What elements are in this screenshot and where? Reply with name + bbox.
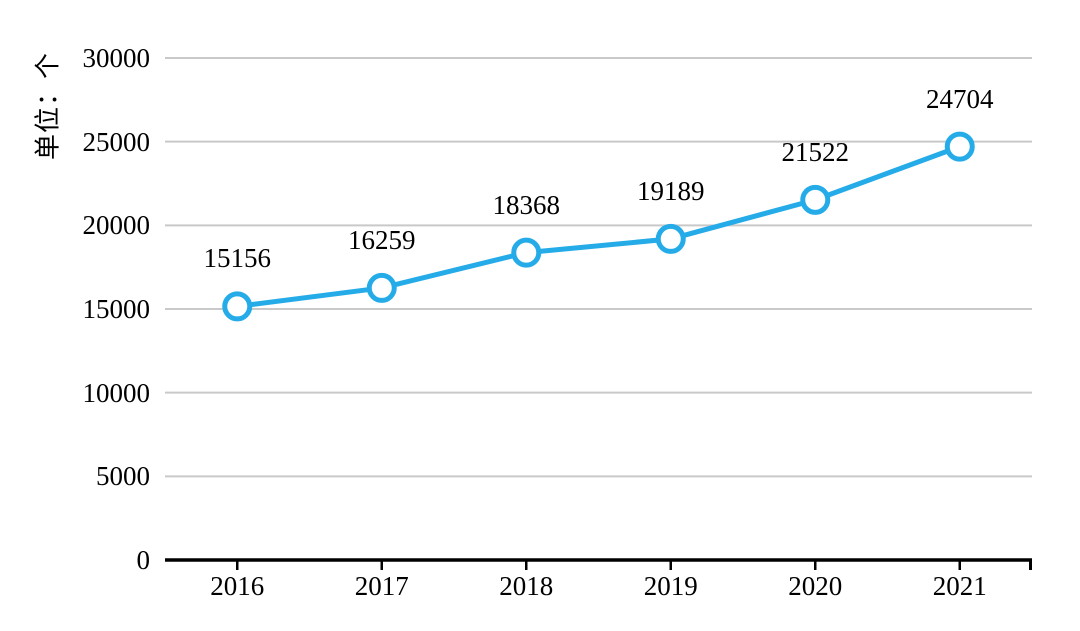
x-axis-tick-label: 2019 [643,571,698,601]
data-point-value-label: 18368 [492,189,561,220]
data-point-value-label: 21522 [781,136,850,167]
data-point-value-label: 24704 [926,83,994,114]
x-axis-tick-label: 2017 [354,571,409,601]
y-axis-tick-label: 15000 [82,294,151,324]
data-point-marker [655,223,686,254]
data-point-marker [944,131,975,162]
x-axis-tick-label: 2018 [499,571,554,601]
y-axis-tick-label: 25000 [82,126,151,157]
data-point-marker [366,272,397,303]
data-point-value-label: 16259 [348,224,416,255]
x-axis-tick-label: 2016 [210,571,265,601]
y-axis-tick-label: 5000 [96,461,150,492]
x-axis-tick-label: 2021 [932,571,987,601]
data-point-marker [800,184,831,215]
data-line [234,144,963,309]
data-point-marker [222,291,253,322]
y-axis-tick-label: 10000 [82,377,151,408]
y-axis-tick-label: 0 [136,545,151,575]
data-point-marker [511,237,542,268]
x-axis-tick-label: 2020 [788,571,843,601]
data-point-value-label: 19189 [637,175,705,206]
data-point-value-label: 15156 [203,243,272,274]
y-axis-tick-label: 30000 [82,43,151,73]
y-axis-tick-label: 20000 [82,210,151,241]
